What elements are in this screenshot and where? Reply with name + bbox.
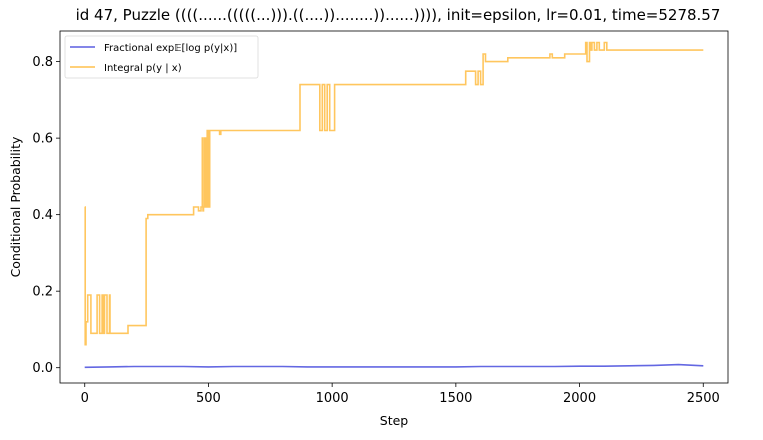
- legend-box: [64, 35, 259, 79]
- series-line-fractional: [84, 363, 704, 369]
- x-tick-label: 2500: [687, 391, 720, 406]
- legend: Fractional exp𝔼[log p(y|x)] Integral p(y…: [64, 35, 259, 79]
- y-tick-label: 0.8: [32, 55, 53, 70]
- y-tick-label: 0.4: [32, 208, 53, 223]
- series-line-integral: [84, 41, 704, 346]
- legend-label-fractional: Fractional exp𝔼[log p(y|x)]: [104, 43, 237, 54]
- x-tick-label: 1500: [439, 391, 472, 406]
- legend-label-integral: Integral p(y | x): [104, 63, 182, 74]
- y-tick-label: 0.2: [32, 285, 53, 300]
- y-tick-label: 0.6: [32, 132, 53, 147]
- x-tick-label: 2000: [563, 391, 596, 406]
- y-tick-label: 0.0: [32, 361, 53, 376]
- x-axis-label: Step: [380, 413, 409, 428]
- y-axis-label: Conditional Probability: [8, 136, 23, 277]
- x-tick-label: 1000: [316, 391, 349, 406]
- series-layer: [84, 41, 704, 369]
- axis-layer: 0 500 1000 1500 2000 2500 0.0 0.2 0.4 0.6 0.8: [32, 55, 719, 406]
- x-tick-label: 0: [81, 391, 89, 406]
- plot-area-frame: [59, 30, 729, 384]
- chart-title: id 47, Puzzle ((((......(((((...))).((..…: [76, 6, 721, 24]
- x-tick-label: 500: [196, 391, 221, 406]
